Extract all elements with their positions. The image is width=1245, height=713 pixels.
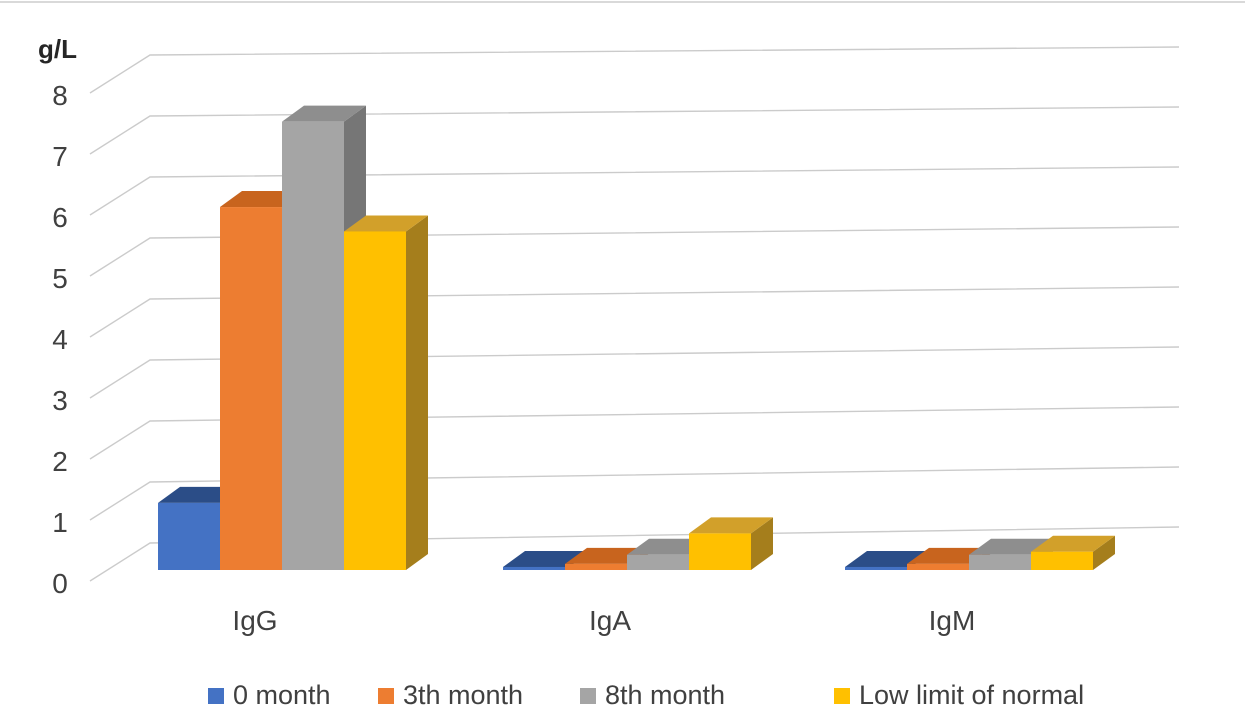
bar-IgA-3th-month-front-face (565, 563, 627, 570)
gridline-2 (89, 406, 1180, 460)
y-axis-title: g/L (38, 34, 77, 64)
bar-IgM-0-month-front-face (845, 566, 907, 570)
y-tick-label-6: 6 (52, 202, 68, 233)
gridline-1 (89, 466, 1180, 521)
bar-IgG-low-limit-of-normal (344, 215, 428, 570)
y-axis-ticks-group: 0 1 2 3 4 5 6 7 8 (52, 80, 68, 599)
bar-IgM-low-limit-of-normal-front-face (1031, 551, 1093, 570)
legend-item-3th-month: 3th month (378, 680, 523, 710)
bar-IgM-low-limit-of-normal (1031, 535, 1115, 570)
bar-IgA-low-limit-of-normal-side-face (751, 517, 773, 570)
gridline-5 (89, 226, 1180, 277)
legend-swatch-low-limit-of-normal (834, 688, 850, 704)
legend-swatch-3th-month (378, 688, 394, 704)
y-tick-label-0: 0 (52, 568, 68, 599)
legend-label-3th-month: 3th month (403, 680, 523, 710)
bar-IgA-0-month-top-face (503, 550, 587, 567)
legend-swatch-0-month (208, 688, 224, 704)
gridline-4 (89, 286, 1180, 338)
bar-IgG-0-month-front-face (158, 502, 220, 570)
y-tick-label-2: 2 (52, 446, 68, 477)
bar-IgM-low-limit-of-normal-side-face (1093, 535, 1115, 570)
bar-IgG-8th-month-front-face (282, 121, 344, 571)
y-tick-label-4: 4 (52, 324, 68, 355)
legend-label-low-limit-of-normal: Low limit of normal (859, 680, 1084, 710)
bar-IgM-low-limit-of-normal-top-face (1031, 535, 1115, 552)
bar-IgA-low-limit-of-normal-front-face (689, 533, 751, 570)
bar-IgG-8th-month-top-face (282, 105, 366, 122)
y-tick-label-8: 8 (52, 80, 68, 111)
bar-IgM-0-month-top-face (845, 550, 929, 567)
y-tick-label-7: 7 (52, 141, 68, 172)
legend-label-8th-month: 8th month (605, 680, 725, 710)
legend-item-8th-month: 8th month (580, 680, 725, 710)
gridline-6 (89, 166, 1180, 216)
gridline-3 (89, 346, 1180, 399)
y-tick-label-5: 5 (52, 263, 68, 294)
bar-IgM-8th-month-top-face (969, 538, 1053, 555)
category-label-IgG: IgG (232, 605, 277, 636)
legend-item-0-month: 0 month (208, 680, 331, 710)
legend-item-low-limit-of-normal: Low limit of normal (834, 680, 1084, 710)
gridline-7 (89, 106, 1180, 155)
bar-IgM-3th-month-front-face (907, 563, 969, 570)
bar-IgA-low-limit-of-normal-top-face (689, 517, 773, 534)
gridline-0 (89, 526, 1180, 582)
category-labels-group: IgG IgA IgM (232, 605, 975, 636)
bar-IgA-8th-month-front-face (627, 554, 689, 570)
gridline-8 (89, 46, 1180, 94)
bar-IgG-low-limit-of-normal-front-face (344, 231, 406, 570)
bar-IgG-low-limit-of-normal-side-face (406, 215, 428, 570)
bar-IgA-low-limit-of-normal (689, 517, 773, 570)
legend-label-0-month: 0 month (233, 680, 331, 710)
bar-IgG-low-limit-of-normal-top-face (344, 215, 428, 232)
category-label-IgA: IgA (589, 605, 631, 636)
y-tick-label-3: 3 (52, 385, 68, 416)
bar-IgA-0-month-front-face (503, 566, 565, 570)
legend-swatch-8th-month (580, 688, 596, 704)
bars-group (158, 105, 1115, 571)
bar-IgM-8th-month-front-face (969, 554, 1031, 570)
gridlines-group (89, 46, 1180, 582)
bar-IgG-3th-month-front-face (220, 207, 282, 571)
category-label-IgM: IgM (929, 605, 976, 636)
legend-group: 0 month 3th month 8th month Low limit of no… (208, 680, 1084, 710)
y-tick-label-1: 1 (52, 507, 68, 538)
